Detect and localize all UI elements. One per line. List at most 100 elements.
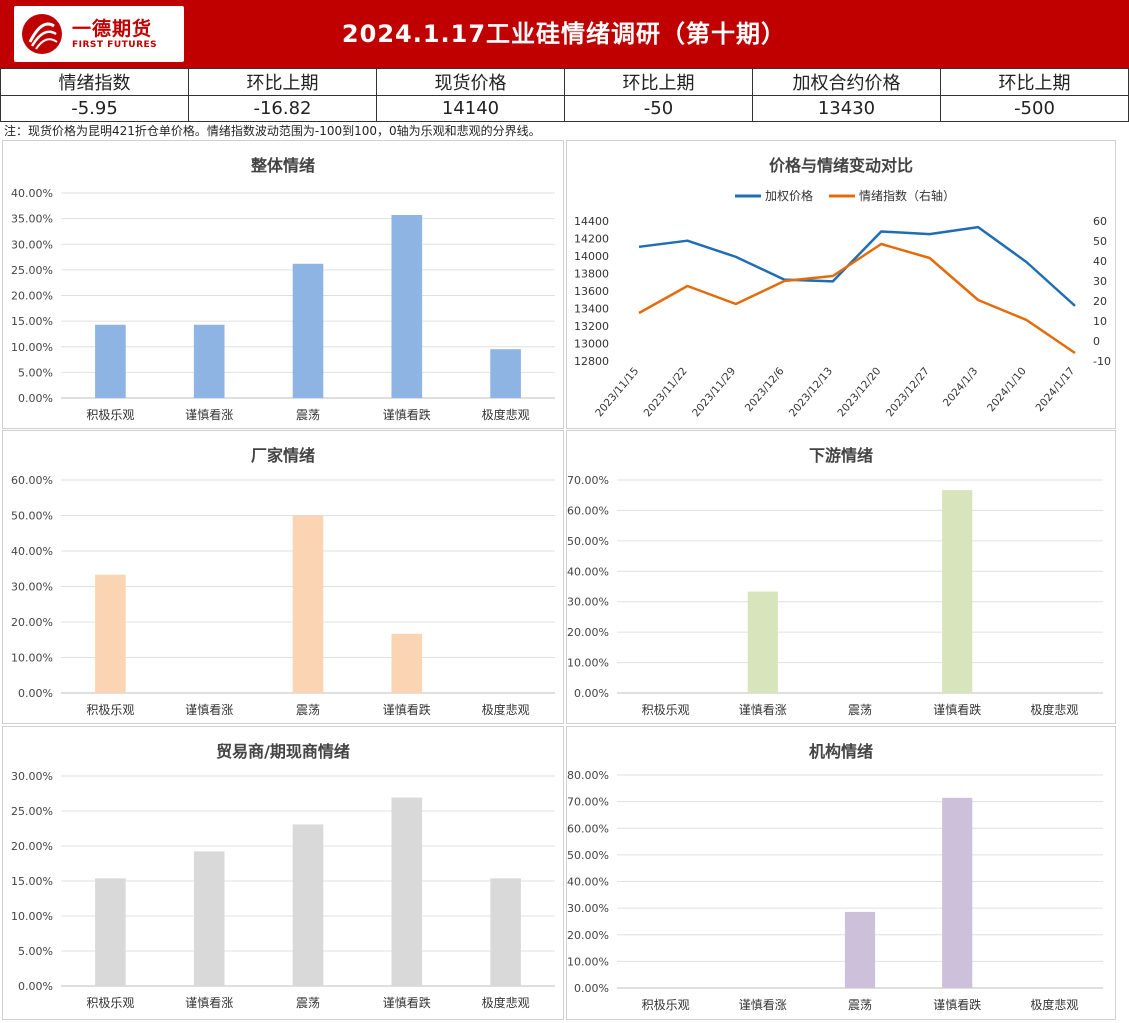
x-tick-label-trader: 谨慎看涨 bbox=[185, 995, 233, 1010]
chart-institution: 机构情绪 0.00% 10.00% 20.00% 30.00% 40.00% 50.00% 6… bbox=[567, 742, 1103, 1012]
chart-title-price-vs-sentiment: 价格与情绪变动对比 bbox=[769, 156, 913, 175]
value-spot-change: -50 bbox=[564, 95, 753, 122]
y-tick-label-overall: 25.00% bbox=[11, 264, 53, 277]
bar-downstream bbox=[942, 490, 973, 693]
x-tick-label-date: 2024/1/10 bbox=[985, 365, 1029, 414]
y-tick-label-overall: 30.00% bbox=[11, 238, 53, 251]
x-tick-label-institution: 谨慎看跌 bbox=[933, 997, 981, 1012]
header-sentiment-change: 环比上期 bbox=[188, 68, 377, 96]
x-tick-label-institution: 积极乐观 bbox=[642, 998, 690, 1012]
x-tick-label-downstream: 极度悲观 bbox=[1030, 702, 1078, 717]
x-tick-label-downstream: 震荡 bbox=[848, 703, 872, 717]
footnote: 注：现货价格为昆明421折仓单价格。情绪指数波动范围为-100到100，0轴为乐… bbox=[4, 124, 541, 138]
page-title: 2024.1.17工业硅情绪调研（第十期） bbox=[341, 20, 787, 48]
left-axis-tick-label: 14000 bbox=[574, 250, 609, 263]
x-tick-label-trader: 积极乐观 bbox=[86, 996, 134, 1010]
x-tick-label-factory: 谨慎看跌 bbox=[383, 702, 431, 717]
panel-price-vs-sentiment: 价格与情绪变动对比 12800 13000 13200 13400 13600 13800 1… bbox=[566, 140, 1116, 429]
left-axis-tick-label: 13600 bbox=[574, 285, 609, 298]
bar-overall bbox=[95, 324, 126, 398]
chart-title-overall: 整体情绪 bbox=[250, 156, 315, 175]
y-tick-label-institution: 10.00% bbox=[567, 955, 609, 968]
bar-factory bbox=[292, 515, 324, 693]
panel-downstream: 下游情绪 0.00% 10.00% 20.00% 30.00% 40.00% 50.00% 6… bbox=[566, 430, 1116, 724]
panel-overall: 整体情绪 0.00% 5.00% 10.00% 15.00% 20.00% 25.00% 30… bbox=[2, 140, 564, 429]
bar-institution bbox=[844, 911, 876, 988]
x-tick-label-overall: 谨慎看涨 bbox=[185, 407, 233, 422]
left-axis-tick-label: 13200 bbox=[574, 320, 609, 333]
y-tick-label-factory: 20.00% bbox=[11, 616, 53, 629]
y-tick-label-factory: 60.00% bbox=[11, 474, 53, 487]
y-tick-label-institution: 60.00% bbox=[567, 822, 609, 835]
x-tick-label-factory: 震荡 bbox=[296, 703, 320, 717]
x-tick-label-overall: 谨慎看跌 bbox=[383, 407, 431, 422]
x-tick-label-downstream: 谨慎看涨 bbox=[739, 702, 787, 717]
x-tick-label-downstream: 积极乐观 bbox=[642, 703, 690, 717]
chart-factory: 厂家情绪 0.00% 10.00% 20.00% 30.00% 40.00% 50.00% 6… bbox=[11, 446, 555, 717]
chart-title-institution: 机构情绪 bbox=[809, 742, 873, 761]
right-axis-tick-label: 10 bbox=[1093, 315, 1107, 328]
y-tick-label-institution: 80.00% bbox=[567, 769, 609, 782]
y-tick-label-factory: 10.00% bbox=[11, 652, 53, 665]
panel-institution: 机构情绪 0.00% 10.00% 20.00% 30.00% 40.00% 50.00% 6… bbox=[566, 726, 1116, 1020]
header-spot-change: 环比上期 bbox=[564, 68, 753, 96]
bar-trader bbox=[193, 851, 225, 986]
x-tick-label-trader: 谨慎看跌 bbox=[383, 995, 431, 1010]
y-tick-label-institution: 0.00% bbox=[574, 982, 609, 995]
x-tick-label-date: 2023/11/15 bbox=[593, 365, 641, 419]
logo-icon bbox=[22, 14, 62, 54]
y-tick-label-downstream: 20.00% bbox=[567, 626, 609, 639]
y-tick-label-overall: 35.00% bbox=[11, 213, 53, 226]
chart-price-vs-sentiment: 价格与情绪变动对比 12800 13000 13200 13400 13600 13800 1… bbox=[574, 156, 1111, 419]
left-axis-tick-label: 13400 bbox=[574, 303, 609, 316]
x-tick-label-date: 2023/11/29 bbox=[690, 365, 738, 419]
header-weighted-change: 环比上期 bbox=[940, 68, 1129, 96]
right-axis-tick-label: 50 bbox=[1093, 235, 1107, 248]
series-line-price bbox=[638, 225, 1076, 307]
x-tick-label-overall: 积极乐观 bbox=[86, 408, 134, 422]
legend-label-price: 加权价格 bbox=[765, 188, 813, 203]
y-tick-label-trader: 10.00% bbox=[11, 910, 53, 923]
right-axis-tick-label: 40 bbox=[1093, 255, 1107, 268]
chart-trader: 贸易商/期现商情绪 0.00% 5.00% 10.00% 15.00% 20.00% 25.… bbox=[11, 742, 555, 1010]
x-tick-label-date: 2023/12/6 bbox=[743, 365, 787, 414]
value-weighted-price: 13430 bbox=[752, 95, 941, 122]
y-tick-label-factory: 0.00% bbox=[18, 687, 53, 700]
y-tick-label-downstream: 30.00% bbox=[567, 596, 609, 609]
x-tick-label-trader: 极度悲观 bbox=[482, 995, 530, 1010]
y-tick-label-downstream: 40.00% bbox=[567, 565, 609, 578]
y-tick-label-institution: 20.00% bbox=[567, 929, 609, 942]
logo-text-cn: 一德期货 bbox=[72, 18, 153, 40]
left-axis-tick-label: 13800 bbox=[574, 268, 609, 281]
y-tick-label-downstream: 10.00% bbox=[567, 657, 609, 670]
right-axis-tick-label: 20 bbox=[1093, 295, 1107, 308]
x-tick-label-factory: 积极乐观 bbox=[86, 703, 134, 717]
y-tick-label-institution: 30.00% bbox=[567, 902, 609, 915]
bar-overall bbox=[292, 263, 324, 398]
left-axis-tick-label: 13000 bbox=[574, 338, 609, 351]
header-spot-price: 现货价格 bbox=[376, 68, 565, 96]
bar-overall bbox=[193, 324, 225, 398]
bar-institution bbox=[942, 797, 973, 988]
x-tick-label-date: 2023/12/27 bbox=[884, 365, 932, 419]
bar-trader bbox=[391, 797, 423, 986]
logo-text-en: FIRST FUTURES bbox=[72, 40, 158, 50]
y-tick-label-overall: 40.00% bbox=[11, 187, 53, 200]
y-tick-label-trader: 30.00% bbox=[11, 770, 53, 783]
y-tick-label-downstream: 70.00% bbox=[567, 474, 609, 487]
y-tick-label-institution: 70.00% bbox=[567, 796, 609, 809]
summary-table: 情绪指数 环比上期 现货价格 环比上期 加权合约价格 环比上期 -5.95 -1… bbox=[0, 68, 1129, 122]
y-tick-label-downstream: 60.00% bbox=[567, 504, 609, 517]
x-tick-label-overall: 震荡 bbox=[296, 408, 320, 422]
y-tick-label-institution: 50.00% bbox=[567, 849, 609, 862]
bar-overall bbox=[391, 214, 423, 398]
x-tick-label-date: 2024/1/3 bbox=[941, 365, 981, 409]
bar-trader bbox=[95, 878, 126, 986]
x-tick-label-date: 2023/12/13 bbox=[787, 365, 835, 419]
value-sentiment-index: -5.95 bbox=[0, 95, 189, 122]
y-tick-label-factory: 40.00% bbox=[11, 545, 53, 558]
y-tick-label-trader: 5.00% bbox=[18, 945, 53, 958]
bar-factory bbox=[95, 574, 126, 693]
panel-trader: 贸易商/期现商情绪 0.00% 5.00% 10.00% 15.00% 20.00% 25.… bbox=[2, 726, 564, 1020]
chart-downstream: 下游情绪 0.00% 10.00% 20.00% 30.00% 40.00% 50.00% 6… bbox=[567, 446, 1103, 717]
